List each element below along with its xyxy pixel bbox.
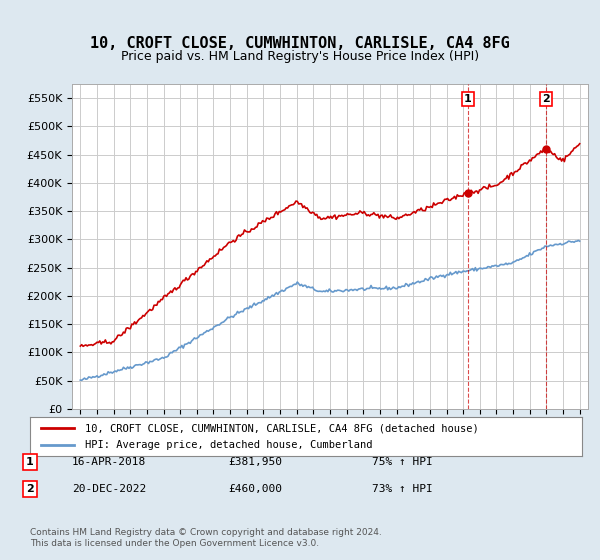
Text: 73% ↑ HPI: 73% ↑ HPI xyxy=(372,484,433,494)
Text: 1: 1 xyxy=(26,457,34,467)
Text: £460,000: £460,000 xyxy=(228,484,282,494)
Text: 1: 1 xyxy=(464,94,472,104)
Text: 10, CROFT CLOSE, CUMWHINTON, CARLISLE, CA4 8FG (detached house): 10, CROFT CLOSE, CUMWHINTON, CARLISLE, C… xyxy=(85,423,479,433)
Text: 20-DEC-2022: 20-DEC-2022 xyxy=(72,484,146,494)
Text: 2: 2 xyxy=(26,484,34,494)
Text: 16-APR-2018: 16-APR-2018 xyxy=(72,457,146,467)
Text: £381,950: £381,950 xyxy=(228,457,282,467)
Text: HPI: Average price, detached house, Cumberland: HPI: Average price, detached house, Cumb… xyxy=(85,440,373,450)
Text: Price paid vs. HM Land Registry's House Price Index (HPI): Price paid vs. HM Land Registry's House … xyxy=(121,50,479,63)
Text: 75% ↑ HPI: 75% ↑ HPI xyxy=(372,457,433,467)
Text: Contains HM Land Registry data © Crown copyright and database right 2024.
This d: Contains HM Land Registry data © Crown c… xyxy=(30,528,382,548)
Text: 10, CROFT CLOSE, CUMWHINTON, CARLISLE, CA4 8FG: 10, CROFT CLOSE, CUMWHINTON, CARLISLE, C… xyxy=(90,36,510,52)
Text: 2: 2 xyxy=(542,94,550,104)
